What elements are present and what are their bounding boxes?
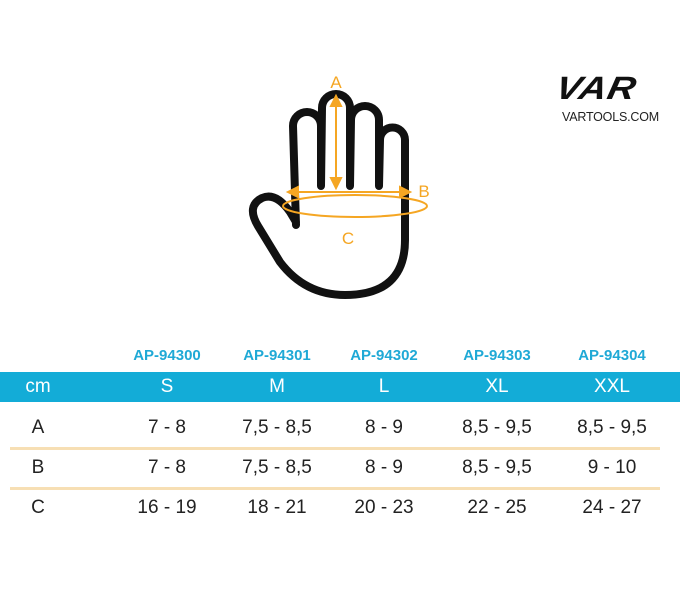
measure-b-arrow — [285, 185, 413, 199]
table-cell: 8,5 - 9,5 — [577, 417, 647, 438]
table-cell: 7 - 8 — [147, 417, 187, 438]
code-xl: AP-94303 — [463, 347, 531, 364]
table-cell: 8,5 - 9,5 — [462, 417, 532, 438]
unit-label: cm — [25, 376, 51, 397]
size-l: L — [378, 376, 390, 397]
brand-url: VARTOOLS.COM — [562, 110, 659, 124]
table-cell: 7 - 8 — [147, 457, 187, 478]
table-cell: 20 - 23 — [354, 497, 414, 518]
measure-a-arrow — [329, 93, 343, 191]
table-cell: 18 - 21 — [247, 497, 307, 518]
brand-logo: VAR VARTOOLS.COM — [552, 70, 680, 124]
size-header-row: cm S M L XL XXL — [0, 372, 680, 402]
table-cell: 16 - 19 — [137, 497, 197, 518]
table-cell: 7,5 - 8,5 — [242, 417, 312, 438]
code-s: AP-94300 — [133, 347, 201, 364]
code-xxl: AP-94304 — [578, 347, 646, 364]
row-label: C — [31, 497, 45, 518]
logo-mark: VAR — [552, 71, 641, 107]
table-cell: 8,5 - 9,5 — [462, 457, 532, 478]
table-cell: 8 - 9 — [364, 457, 404, 478]
table-cell: 7,5 - 8,5 — [242, 457, 312, 478]
table-row-a: A 7 - 8 7,5 - 8,5 8 - 9 8,5 - 9,5 8,5 - … — [0, 408, 680, 450]
row-label: A — [31, 417, 45, 438]
size-s: S — [160, 376, 174, 397]
product-codes-row: AP-94300 AP-94301 AP-94302 AP-94303 AP-9… — [0, 340, 680, 372]
size-xl: XL — [485, 376, 509, 397]
hand-outline — [248, 90, 409, 299]
table-row-c: C 16 - 19 18 - 21 20 - 23 22 - 25 24 - 2… — [0, 488, 680, 528]
code-m: AP-94301 — [243, 347, 311, 364]
table-cell: 8 - 9 — [364, 417, 404, 438]
table-cell: 22 - 25 — [467, 497, 527, 518]
measure-c-ellipse — [282, 194, 428, 218]
size-m: M — [269, 376, 285, 397]
table-row-b: B 7 - 8 7,5 - 8,5 8 - 9 8,5 - 9,5 9 - 10 — [0, 448, 680, 490]
code-l: AP-94302 — [350, 347, 418, 364]
size-xxl: XXL — [594, 376, 630, 397]
row-label: B — [31, 457, 45, 478]
size-table: AP-94300 AP-94301 AP-94302 AP-94303 AP-9… — [0, 340, 680, 528]
table-cell: 24 - 27 — [582, 497, 642, 518]
label-c: C — [342, 229, 354, 248]
table-cell: 9 - 10 — [587, 457, 637, 478]
hand-diagram: A B C — [248, 73, 430, 299]
row-separator — [10, 487, 660, 490]
label-a: A — [330, 73, 342, 92]
row-separator — [10, 447, 660, 450]
label-b: B — [418, 182, 429, 201]
